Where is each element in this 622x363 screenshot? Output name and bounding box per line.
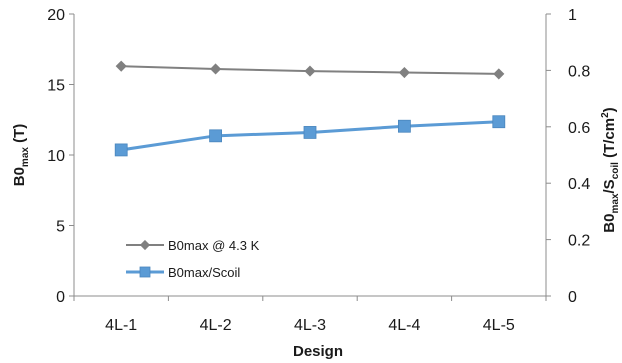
diamond-point: [304, 65, 316, 77]
series: [114, 60, 506, 157]
x-tick-label: 4L-2: [200, 317, 232, 334]
square-point: [114, 143, 128, 157]
square-point: [209, 129, 223, 143]
left-y-tick-label: 0: [56, 289, 65, 306]
right-y-tick-label: 0: [568, 289, 577, 306]
diamond-point: [398, 66, 410, 79]
x-tick-label: 4L-3: [294, 317, 326, 334]
left-y-tick-label: 10: [47, 148, 65, 165]
square-point: [397, 119, 411, 133]
right-y-tick-label: 1: [568, 7, 577, 24]
legend-marker: [139, 239, 151, 251]
x-tick-label: 4L-5: [483, 317, 515, 334]
ticks: 0 5 10 15 20 0 0.2 0.4 0.6 0.8 1 4L-1 4L-2 4L-3 4L-4 4L…: [47, 7, 590, 334]
right-y-tick-label: 0.6: [568, 120, 590, 137]
diamond-point: [115, 60, 127, 72]
left-y-tick-label: 5: [56, 219, 65, 236]
right-y-tick-label: 0.8: [568, 63, 590, 80]
x-axis-title: Design: [293, 343, 343, 360]
left-y-tick-label: 20: [47, 7, 65, 24]
diamond-point: [493, 68, 505, 80]
square-point: [303, 126, 317, 139]
square-point: [492, 115, 506, 129]
legend-label: B0max @ 4.3 K: [168, 238, 260, 253]
legend: B0max @ 4.3 K B0max/Scoil: [126, 238, 260, 280]
legend-label: B0max/Scoil: [168, 265, 240, 280]
axes: [73, 14, 547, 297]
right-y-tick-label: 0.2: [568, 233, 590, 250]
x-tick-label: 4L-4: [388, 317, 420, 334]
right-y-axis-title: B0max/Scoil (T/cm2): [600, 107, 621, 232]
x-tick-label: 4L-1: [105, 317, 137, 334]
diamond-point: [210, 63, 222, 75]
left-y-axis-title: B0max (T): [11, 124, 31, 187]
left-y-tick-label: 15: [47, 78, 65, 95]
legend-marker: [139, 266, 151, 278]
right-y-tick-label: 0.4: [568, 176, 590, 193]
